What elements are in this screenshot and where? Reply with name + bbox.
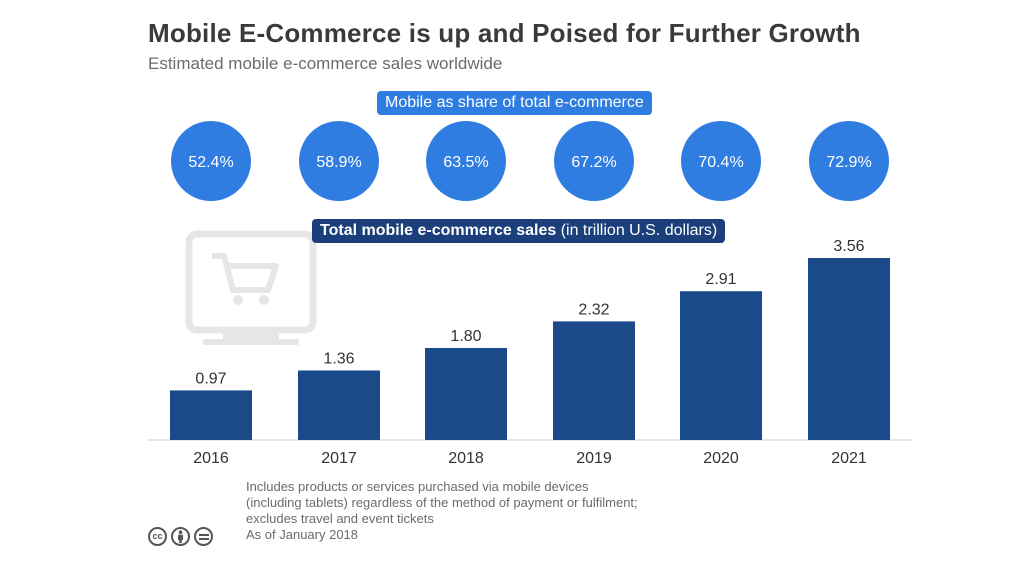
chart-subtitle: Estimated mobile e-commerce sales worldw… <box>148 54 503 73</box>
bar-value-label: 1.36 <box>323 350 354 367</box>
bar-value-label: 2.32 <box>578 301 609 318</box>
x-tick-label: 2016 <box>193 450 229 467</box>
license-icons: cc <box>148 527 213 546</box>
bar-value-label: 2.91 <box>705 271 736 288</box>
cc-icon[interactable]: cc <box>148 527 167 546</box>
bar <box>298 370 380 440</box>
share-circle <box>299 121 379 201</box>
x-tick-label: 2017 <box>321 450 357 467</box>
bar-value-label: 3.56 <box>833 238 864 255</box>
chart-title: Mobile E-Commerce is up and Poised for F… <box>148 18 861 48</box>
note-line: excludes travel and event tickets <box>246 511 434 526</box>
sales-label-rest: (in trillion U.S. dollars) <box>556 222 718 239</box>
bar-value-label: 1.80 <box>450 328 481 345</box>
note-line: Includes products or services purchased … <box>246 479 589 494</box>
x-tick-label: 2019 <box>576 450 612 467</box>
share-circle <box>809 121 889 201</box>
share-circle <box>681 121 761 201</box>
share-section-label: Mobile as share of total e-commerce <box>377 91 652 115</box>
bar-value-label: 0.97 <box>195 370 226 387</box>
bar <box>425 347 507 440</box>
note-line: As of January 2018 <box>246 527 359 542</box>
share-label: 52.4% <box>188 154 233 171</box>
share-label: 72.9% <box>826 154 871 171</box>
sales-label-bold: Total mobile e-commerce sales <box>320 222 557 239</box>
share-label: 70.4% <box>698 154 743 171</box>
x-tick-label: 2021 <box>831 450 867 467</box>
bar <box>170 390 252 440</box>
note-line: (including tablets) regardless of the me… <box>246 495 638 510</box>
share-circle <box>426 121 506 201</box>
x-tick-label: 2018 <box>448 450 484 467</box>
bar <box>680 291 762 440</box>
sales-section-label: Total mobile e-commerce sales (in trilli… <box>312 219 726 243</box>
share-circle <box>171 121 251 201</box>
bar <box>553 321 635 440</box>
by-icon[interactable] <box>171 527 190 546</box>
source-note: Includes products or services purchased … <box>246 479 638 543</box>
shopping-cart-monitor-icon <box>185 230 317 345</box>
share-circle <box>554 121 634 201</box>
x-tick-label: 2020 <box>703 450 739 467</box>
share-label: 58.9% <box>316 154 361 171</box>
share-label: 63.5% <box>443 154 488 171</box>
share-label: 67.2% <box>571 154 616 171</box>
nd-icon[interactable] <box>194 527 213 546</box>
bar <box>808 258 890 440</box>
